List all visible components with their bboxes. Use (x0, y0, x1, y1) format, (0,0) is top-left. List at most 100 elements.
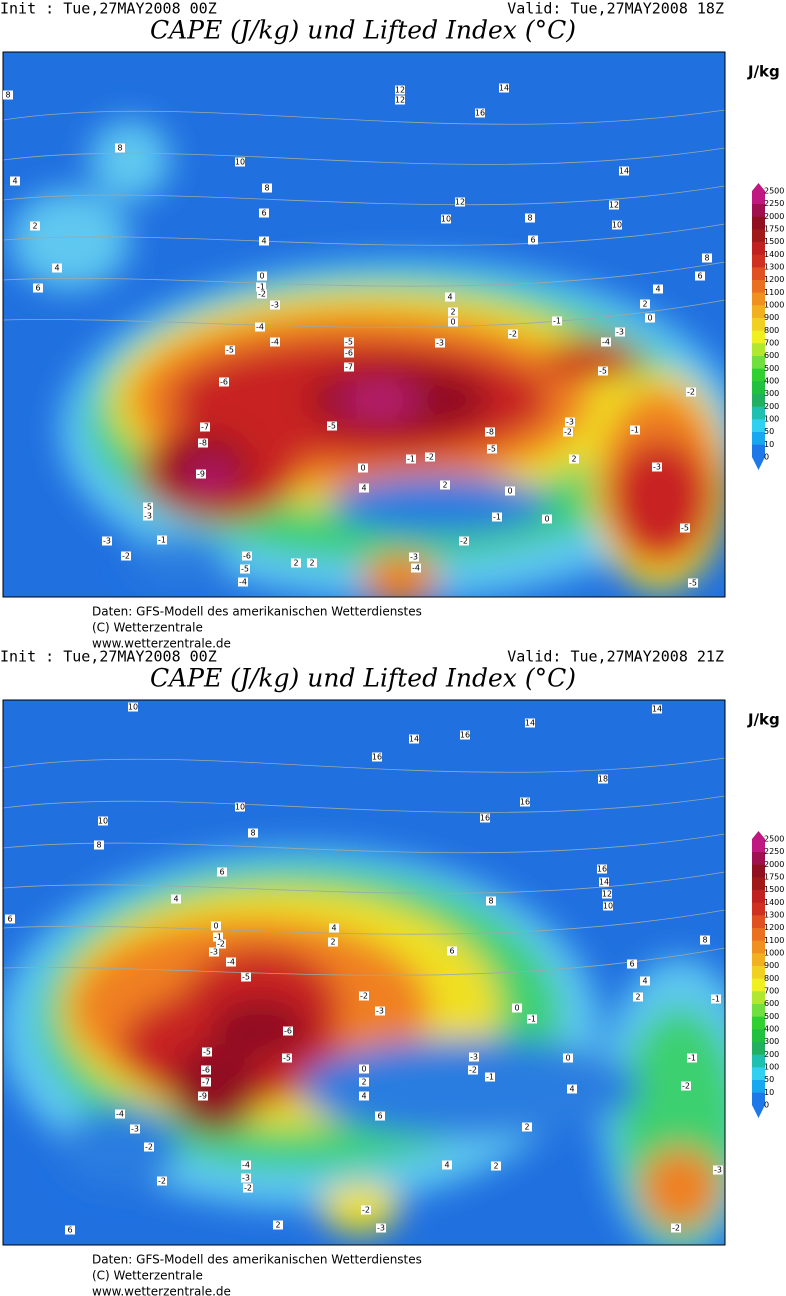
isoline (3, 757, 725, 773)
colorbar-segment (752, 902, 765, 916)
contour-label: -5 (283, 1054, 291, 1063)
contour-label-box (259, 236, 269, 246)
contour-label-box (525, 718, 535, 728)
contour-label-box (597, 864, 607, 874)
contour-label: -2 (564, 428, 572, 437)
colorbar-segment (752, 927, 765, 941)
contour-label: 0 (514, 1004, 519, 1013)
contour-label-box (243, 1183, 253, 1193)
colorbar-segment (752, 305, 765, 318)
colorbar-segment (752, 953, 765, 966)
contour-label-box (98, 816, 108, 826)
contour-label-box (3, 90, 13, 100)
contour-label-box (256, 282, 266, 292)
contour-label-box (376, 1223, 386, 1233)
contour-label-box (375, 1006, 385, 1016)
isoline (3, 299, 725, 328)
map-frame (2, 699, 726, 1246)
colorbar-label: 1400 (764, 250, 784, 259)
contour-label: 6 (67, 1226, 72, 1235)
isoline (3, 909, 725, 935)
colorbar-label: 1500 (764, 237, 784, 246)
colorbar-label: 1200 (764, 923, 784, 932)
contour-label-box (235, 802, 245, 812)
contour-label: -2 (672, 1224, 680, 1233)
contour-label: 6 (377, 1112, 382, 1121)
contour-label: 18 (598, 775, 608, 784)
contour-label-box (680, 523, 690, 533)
contour-label: -5 (488, 445, 496, 454)
contour-label: 2 (571, 455, 576, 464)
footer-line: www.wetterzentrale.de (92, 637, 231, 651)
contour-label: 16 (520, 798, 530, 807)
contour-label-box (619, 166, 629, 176)
valid-label: Valid: Tue,27MAY2008 18Z (507, 0, 724, 18)
contour-label-box (33, 283, 43, 293)
contour-label: -3 (376, 1007, 384, 1016)
contour-label: -2 (145, 1143, 153, 1152)
isoline (3, 871, 725, 894)
colorbar-label: 800 (764, 326, 779, 335)
contour-label-box (445, 292, 455, 302)
colorbar-label: 300 (764, 1037, 779, 1046)
contour-label-box (242, 551, 252, 561)
contour-label-box (700, 935, 710, 945)
contour-label: 2 (493, 1162, 498, 1171)
contour-label: -4 (412, 564, 420, 573)
colorbar-segment (752, 1041, 765, 1055)
colorbar-label: 1000 (764, 301, 784, 310)
isoline (3, 795, 725, 813)
contour-label: 16 (475, 109, 485, 118)
colorbar-label: 2000 (764, 212, 784, 221)
contour-label: -1 (631, 426, 639, 435)
colorbar-label: 900 (764, 313, 779, 322)
colorbar-label: 1000 (764, 949, 784, 958)
colorbar-segment (752, 317, 765, 331)
cape-area (610, 440, 710, 560)
footer-line: www.wetterzentrale.de (92, 1285, 231, 1296)
contour-label-box (248, 828, 258, 838)
contour-label: 4 (173, 895, 178, 904)
contour-label-box (460, 730, 470, 740)
contour-label: 8 (527, 214, 532, 223)
contour-label: 0 (565, 1054, 570, 1063)
contour-label-box (235, 157, 245, 167)
colorbar-label: 700 (764, 987, 779, 996)
contour-label-box (144, 1142, 154, 1152)
contour-label: -9 (199, 1092, 207, 1101)
contour-label-box (202, 1047, 212, 1057)
contour-label-box (201, 1077, 211, 1087)
contour-label: -3 (144, 512, 152, 521)
contour-label: 12 (395, 86, 405, 95)
contour-label-box (259, 208, 269, 218)
contour-label-box (372, 752, 382, 762)
colorbar-label: 800 (764, 974, 779, 983)
contour-label: -2 (682, 1082, 690, 1091)
contour-label: -5 (689, 579, 697, 588)
contour-label-box (5, 914, 15, 924)
colorbar-label: 300 (764, 389, 779, 398)
contour-label-box (448, 317, 458, 327)
contour-label: 10 (128, 703, 138, 712)
contour-label-box (128, 702, 138, 712)
contour-label: 8 (117, 144, 122, 153)
contour-label: 8 (250, 829, 255, 838)
colorbar-segment (752, 431, 765, 445)
contour-label: 8 (5, 91, 10, 100)
footer-line: (C) Wetterzentrale (92, 1269, 203, 1283)
contour-label: -5 (226, 346, 234, 355)
contour-label-box (375, 1111, 385, 1121)
contour-label-box (475, 108, 485, 118)
colorbar-segment (752, 915, 765, 928)
contour-label: 4 (261, 237, 266, 246)
contour-label-box (200, 422, 210, 432)
contour-label-box (130, 1124, 140, 1134)
contour-label: -3 (410, 553, 418, 562)
contour-label: -2 (460, 537, 468, 546)
contour-label: -5 (328, 422, 336, 431)
contour-label-box (102, 536, 112, 546)
contour-label: -1 (553, 317, 561, 326)
contour-label-box (344, 348, 354, 358)
contour-label: -2 (258, 290, 266, 299)
contour-label-box (713, 1165, 723, 1175)
